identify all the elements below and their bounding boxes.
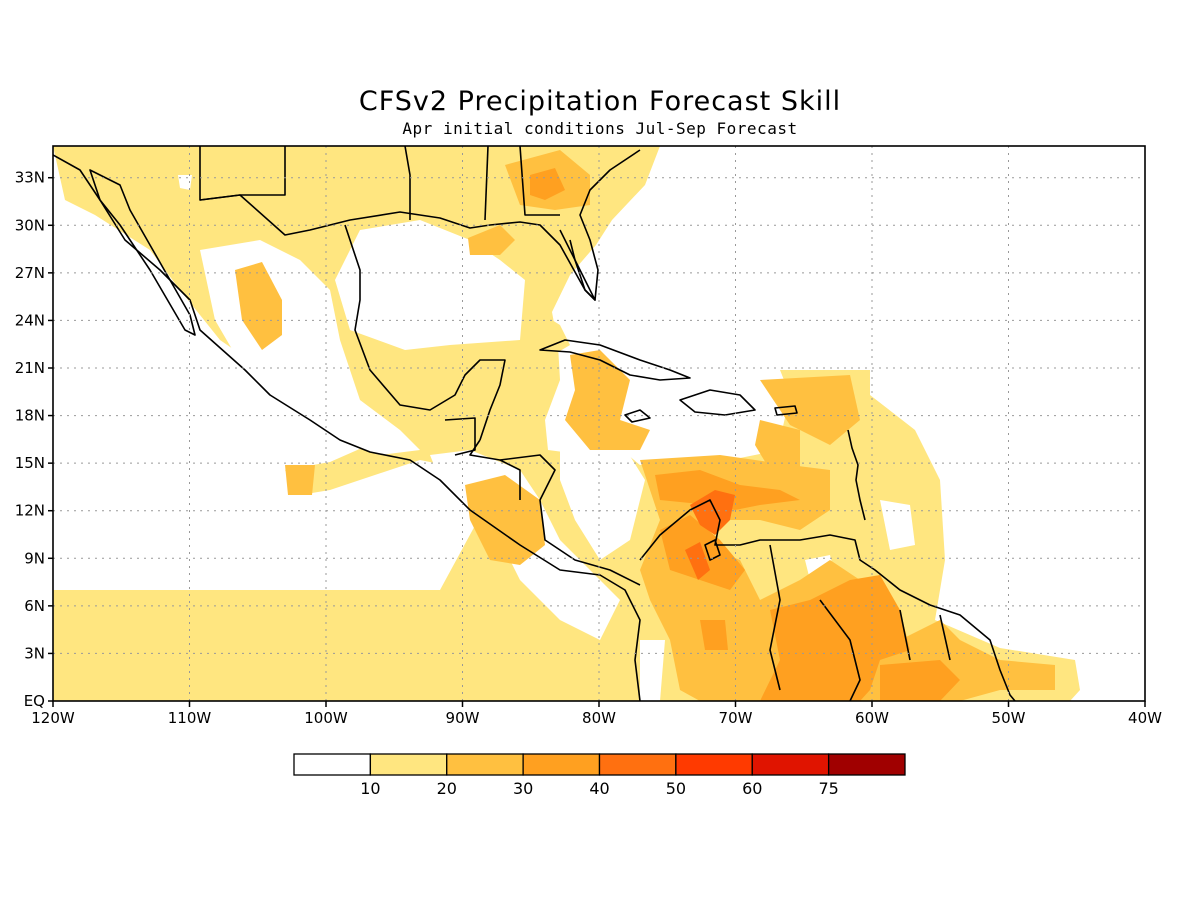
- lon-label: 90W: [446, 709, 480, 727]
- colorbar-label: 40: [589, 779, 609, 798]
- lat-label: 3N: [24, 644, 45, 662]
- skill-40-50: [685, 490, 735, 580]
- lon-label: 110W: [168, 709, 212, 727]
- coastlines: [53, 146, 1016, 701]
- lon-label: 100W: [304, 709, 348, 727]
- lat-label: 30N: [15, 216, 45, 234]
- colorbar-label: 50: [666, 779, 686, 798]
- lat-label: 15N: [15, 454, 45, 472]
- grid-lines: [53, 146, 1145, 701]
- lat-axis-labels: EQ 3N 6N 9N 12N 15N 18N 21N 24N 27N 30N 33N: [15, 169, 45, 710]
- colorbar-swatch: [751, 753, 830, 776]
- colorbar-swatch: [369, 753, 448, 776]
- colorbar-swatch: [522, 753, 601, 776]
- axis-ticks: [48, 176, 1146, 707]
- colorbar-swatch: [293, 753, 372, 776]
- lat-label: 33N: [15, 169, 45, 187]
- colorbar-swatch: [446, 753, 524, 776]
- colorbar-label: 20: [437, 779, 457, 798]
- lat-label: 6N: [24, 597, 45, 615]
- lat-label: 24N: [15, 311, 45, 329]
- lat-label: 27N: [15, 264, 45, 282]
- chart-subtitle: Apr initial conditions Jul-Sep Forecast: [402, 119, 798, 138]
- skill-shading: [53, 146, 1080, 701]
- chart-title: CFSv2 Precipitation Forecast Skill: [358, 86, 842, 117]
- lat-label: 21N: [15, 359, 45, 377]
- lon-label: 50W: [992, 709, 1026, 727]
- lat-label: EQ: [24, 692, 45, 710]
- lon-label: 40W: [1128, 709, 1162, 727]
- colorbar-swatch: [598, 753, 677, 776]
- lon-axis-labels: 120W 110W 100W 90W 80W 70W 60W 50W 40W: [31, 709, 1162, 727]
- colorbar-label: 30: [513, 779, 533, 798]
- colorbar-swatch: [675, 753, 753, 776]
- colorbar: 10 20 30 40 50 60 75: [293, 753, 906, 798]
- lon-label: 120W: [31, 709, 75, 727]
- lat-label: 9N: [24, 549, 45, 567]
- colorbar-label: 10: [360, 779, 380, 798]
- colorbar-label: 75: [818, 779, 838, 798]
- colorbar-swatch: [827, 753, 906, 776]
- lon-label: 70W: [719, 709, 753, 727]
- lon-label: 80W: [582, 709, 616, 727]
- colorbar-label: 60: [742, 779, 762, 798]
- lat-label: 18N: [15, 407, 45, 425]
- lat-label: 12N: [15, 502, 45, 520]
- lon-label: 60W: [855, 709, 889, 727]
